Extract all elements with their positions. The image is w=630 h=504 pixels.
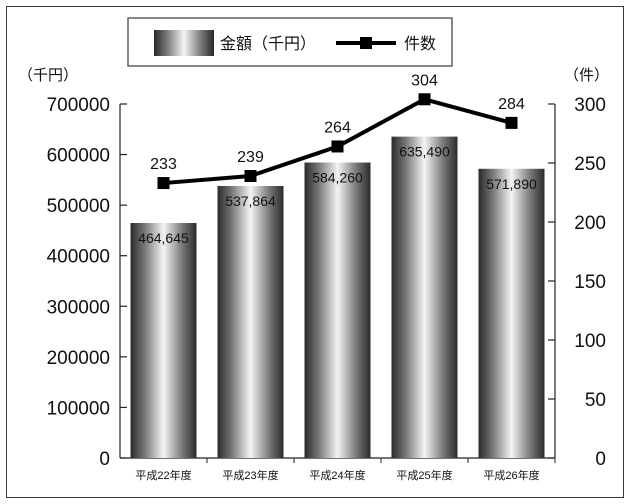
bar (478, 168, 545, 459)
line-series: 233 239 264 304 284 (150, 72, 525, 190)
line-value-label: 304 (411, 72, 438, 89)
right-tick-label: 50 (585, 390, 606, 411)
right-axis-ticks: 0 50 100 150 200 250 300 (548, 95, 606, 470)
legend-line-marker (360, 37, 372, 49)
left-axis-ticks: 0 100000 200000 300000 400000 500000 600000 700… (47, 95, 127, 470)
line-marker (505, 116, 518, 129)
legend-count-label: 件数 (404, 35, 436, 53)
x-tick-label: 平成25年度 (396, 468, 452, 482)
legend-bar-swatch (154, 30, 214, 56)
line-value-label: 264 (324, 119, 351, 136)
bar-value-label: 571,890 (486, 176, 537, 192)
x-tick-label: 平成24年度 (309, 468, 365, 482)
line-marker (331, 140, 344, 153)
bar-value-label: 464,645 (138, 230, 189, 246)
bar-value-label: 635,490 (399, 144, 450, 160)
line-marker (418, 93, 431, 106)
left-tick-label: 500000 (47, 196, 110, 217)
left-tick-label: 400000 (47, 247, 110, 268)
right-tick-label: 100 (574, 331, 606, 352)
left-tick-label: 300000 (47, 297, 110, 318)
x-tick-label: 平成22年度 (135, 468, 191, 482)
line-value-label: 239 (237, 149, 264, 166)
x-tick-label: 平成26年度 (483, 468, 539, 482)
bar (130, 223, 197, 458)
x-tick-label: 平成23年度 (222, 468, 278, 482)
x-axis-labels: 平成22年度 平成23年度 平成24年度 平成25年度 平成26年度 (135, 458, 556, 482)
legend-amount-label: 金額（千円） (220, 35, 316, 53)
bar (391, 136, 458, 458)
right-tick-label: 150 (574, 272, 606, 293)
left-tick-label: 600000 (47, 146, 110, 167)
left-tick-label: 200000 (47, 348, 110, 369)
right-tick-label: 250 (574, 154, 606, 175)
left-axis-unit-label: （千円） (18, 67, 78, 84)
right-tick-label: 300 (574, 95, 606, 116)
bar (217, 185, 284, 458)
bar-value-labels: 464,645 537,864 584,260 635,490 571,890 (138, 144, 537, 246)
left-tick-label: 0 (99, 449, 110, 470)
line-marker (157, 177, 170, 190)
left-tick-label: 700000 (47, 95, 110, 116)
bar-value-label: 537,864 (225, 193, 276, 209)
right-axis-unit-label: （件） (564, 67, 609, 84)
left-tick-label: 100000 (47, 398, 110, 419)
right-tick-label: 0 (595, 449, 606, 470)
bar-value-label: 584,260 (312, 170, 363, 186)
bar-series (130, 136, 545, 459)
legend: 金額（千円） 件数 (127, 17, 453, 67)
line-value-label: 284 (498, 96, 525, 113)
line-value-label: 233 (150, 156, 177, 173)
bar (304, 162, 371, 458)
right-tick-label: 200 (574, 213, 606, 234)
line-marker (244, 169, 257, 182)
